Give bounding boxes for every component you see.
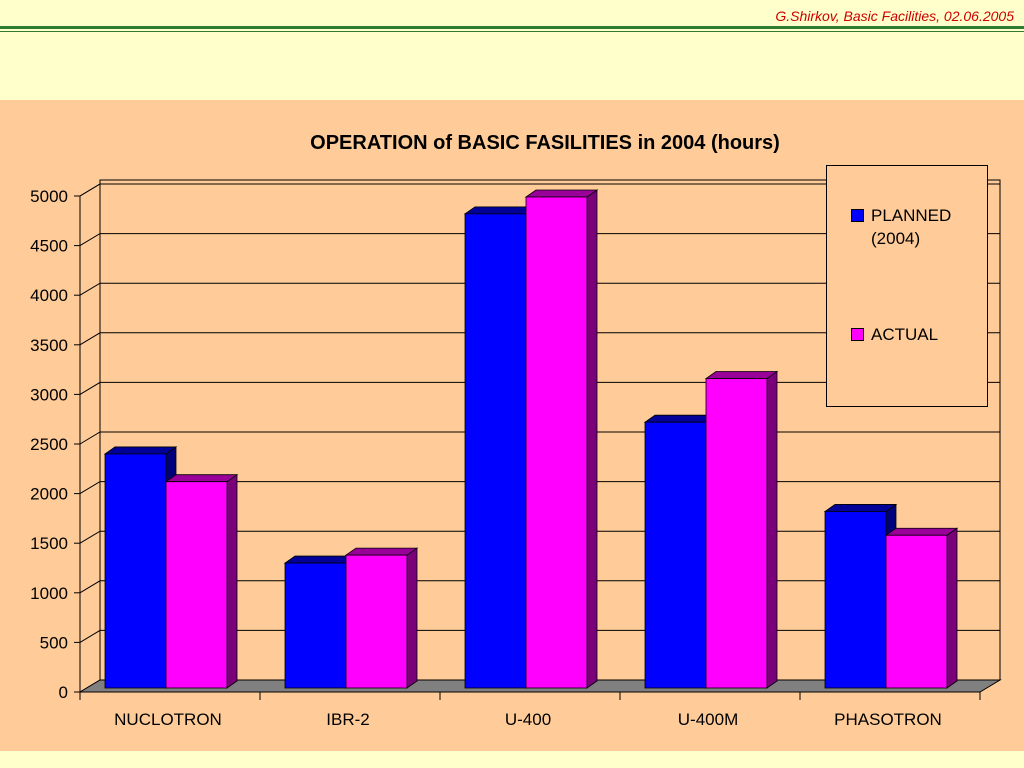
gridline [79,332,1000,346]
bar-planned [824,511,887,689]
x-tick-label: U-400 [505,710,551,729]
bar-actual [885,534,948,689]
gridline [79,233,1000,247]
bar-actual [345,554,408,689]
bar-top [704,371,779,379]
y-tick-label: 500 [40,633,68,652]
bar-planned [284,562,347,689]
y-tick-label: 4000 [30,286,68,305]
y-tick-label: 5000 [30,187,68,206]
header-rule-thin [0,31,1024,32]
y-tick-label: 1000 [30,584,68,603]
bar-actual [705,378,768,689]
bar-actual [525,196,588,689]
legend: PLANNED (2004) ACTUAL [826,165,988,407]
bar-planned [464,213,527,689]
bar-planned [104,453,167,689]
bar-top [884,527,959,536]
header-rule [0,26,1024,29]
y-tick-label: 4500 [30,237,68,256]
gridline [79,183,1000,197]
bar-side [406,547,418,689]
bar-top [283,555,358,564]
header-text: G.Shirkov, Basic Facilities, 02.06.2005 [775,8,1014,24]
bar-side [586,189,598,689]
x-tick-label: U-400M [678,710,738,729]
legend-label-planned: PLANNED (2004) [871,204,986,250]
bar-planned [644,421,707,689]
bar-top [344,547,419,556]
bar-top [463,206,538,215]
bar-layer [103,189,959,689]
legend-swatch-planned [851,209,864,222]
y-tick-label: 0 [59,683,68,702]
bar-side [766,370,778,689]
x-tick-label: IBR-2 [326,710,369,729]
bar-top [643,414,718,423]
bar-top [103,446,178,455]
bar-side [946,527,958,689]
legend-label-planned-line1: PLANNED [871,206,952,225]
legend-label-actual: ACTUAL [871,325,939,344]
bar-top [823,504,898,512]
bar-side [226,473,238,689]
bar-top [164,474,239,483]
y-tick-label: 3000 [30,385,68,404]
x-tick-label: NUCLOTRON [114,710,222,729]
y-tick-label: 3500 [30,336,68,355]
legend-swatch-actual [851,328,864,341]
bar-top [524,189,599,198]
gridline [79,282,1000,296]
y-tick-label: 2500 [30,435,68,454]
chart-title: OPERATION of BASIC FASILITIES in 2004 (h… [310,132,780,154]
y-tick-label: 1500 [30,534,68,553]
bar-actual [165,481,228,689]
x-tick-label: PHASOTRON [834,710,942,729]
y-tick-label: 2000 [30,485,68,504]
legend-label-planned-line2: (2004) [871,229,921,248]
gridline [79,381,1000,395]
axis-layer: 0 500 1000 1500 2000 2500 3000 3500 4000 4500 5000… [30,187,981,729]
